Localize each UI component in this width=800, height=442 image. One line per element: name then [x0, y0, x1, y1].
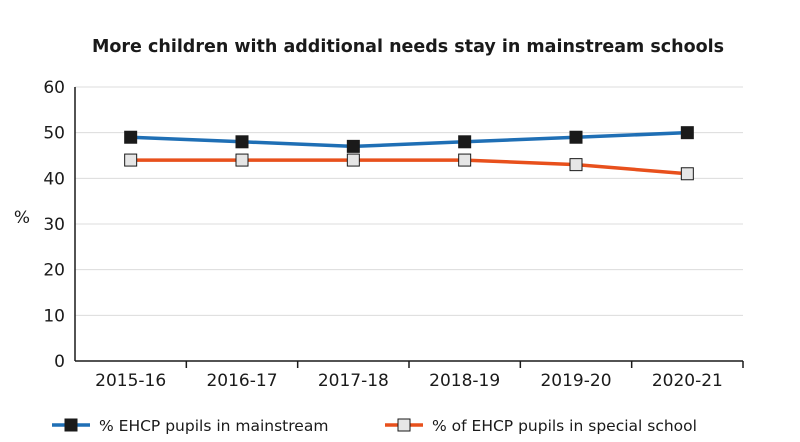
- data-point-marker: [680, 167, 694, 181]
- legend-label: % of EHCP pupils in special school: [432, 417, 697, 435]
- y-tick-label: 60: [43, 78, 65, 98]
- y-tick-label: 40: [43, 169, 65, 189]
- legend-item-1: % EHCP pupils in mainstream: [52, 417, 328, 435]
- y-tick-label: 20: [43, 261, 65, 281]
- y-axis-label: %: [14, 208, 30, 228]
- data-point-marker: [124, 130, 138, 144]
- y-tick-label: 50: [43, 124, 65, 144]
- y-tick-label: 30: [43, 215, 65, 235]
- series-1: [124, 126, 694, 153]
- data-point-marker: [458, 153, 472, 167]
- x-tick-label: 2018-19: [429, 371, 500, 391]
- y-tick-label: 0: [54, 352, 65, 372]
- x-tick-label: 2015-16: [95, 371, 166, 391]
- data-point-marker: [235, 153, 249, 167]
- data-point-marker: [458, 135, 472, 149]
- legend-item-2: % of EHCP pupils in special school: [385, 417, 697, 435]
- chart-title: More children with additional needs stay…: [92, 37, 724, 57]
- gridlines: [75, 86, 743, 316]
- data-point-marker: [235, 135, 249, 149]
- x-tick-label: 2019-20: [540, 371, 611, 391]
- data-point-marker: [346, 139, 360, 153]
- y-tick-label: 10: [43, 306, 65, 326]
- data-point-marker: [680, 126, 694, 140]
- data-point-marker: [346, 153, 360, 167]
- data-point-marker: [569, 130, 583, 144]
- axes: 0 10 20 30 40 50 60 2015-16 2016-17 2017-18 2018-1…: [43, 78, 744, 391]
- series-line: [130, 130, 688, 149]
- x-tick-label: 2020-21: [652, 371, 723, 391]
- legend-marker: [397, 418, 411, 432]
- data-point-marker: [569, 158, 583, 172]
- legend-marker: [64, 418, 78, 432]
- series-2: [124, 153, 694, 181]
- data-point-marker: [124, 153, 138, 167]
- legend-label: % EHCP pupils in mainstream: [99, 417, 328, 435]
- legend: % EHCP pupils in mainstream % of EHCP pup…: [52, 417, 697, 435]
- x-tick-label: 2016-17: [206, 371, 277, 391]
- series-line: [130, 158, 688, 176]
- series-lines: [124, 126, 694, 181]
- x-tick-label: 2017-18: [318, 371, 389, 391]
